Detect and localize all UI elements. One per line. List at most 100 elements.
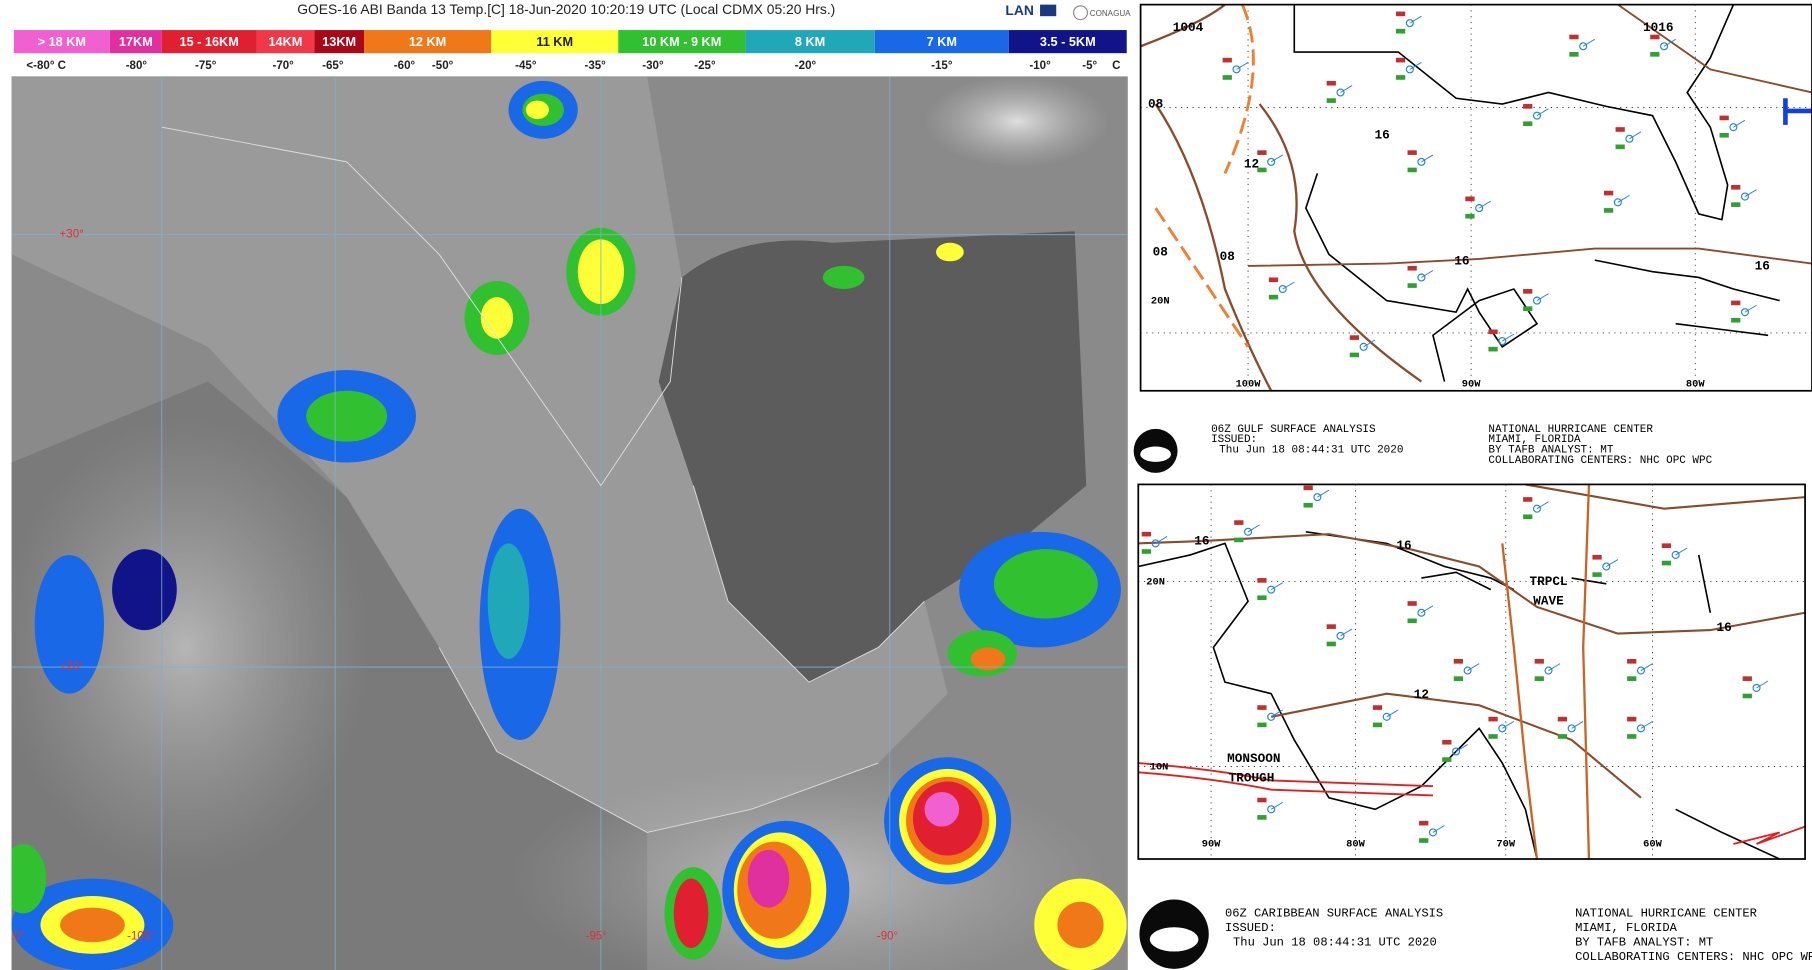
station [1417, 608, 1426, 617]
station-dew [1234, 537, 1244, 543]
map-label: 90W [1462, 379, 1481, 391]
cloud-top [993, 549, 1098, 619]
station-dew [1523, 121, 1533, 127]
caption-text: 06Z CARIBBEAN SURFACE ANALYSIS [1225, 907, 1443, 921]
temp-label: -25° [694, 60, 716, 72]
station [1382, 712, 1391, 721]
scale-label: > 18 KM [38, 34, 86, 49]
station-temp [1523, 104, 1533, 109]
logo-circle [1072, 5, 1089, 21]
wind-barb [1409, 15, 1422, 24]
station-temp [1627, 658, 1637, 664]
front [1154, 4, 1255, 348]
temp-label: C [1112, 60, 1121, 72]
temp-label: -30° [642, 60, 664, 72]
caption-text: ISSUED: [1211, 434, 1257, 446]
station-temp [1627, 716, 1637, 722]
map-label: 20N [1146, 576, 1165, 588]
coastline [1293, 4, 1780, 382]
station-dew [1719, 132, 1729, 138]
map-border [1137, 483, 1806, 860]
station-dew [1442, 757, 1452, 762]
station-temp [1257, 705, 1267, 710]
station-temp [1234, 520, 1244, 525]
station [1498, 724, 1507, 733]
station-dew [1326, 98, 1336, 103]
isobar [1138, 484, 1806, 799]
station-dew [1349, 352, 1359, 358]
wind-barb [1270, 582, 1283, 591]
caption-text: MIAMI, FLORIDA [1575, 921, 1678, 935]
scale-swatch [874, 30, 1009, 54]
cloud-top [112, 549, 177, 631]
station [1636, 666, 1646, 675]
cloud-top [1057, 901, 1104, 949]
cloud-top [480, 297, 514, 339]
cloud-top [936, 242, 964, 262]
station-dew [1557, 734, 1568, 739]
scale-swatch [491, 30, 619, 54]
scale-swatch [1008, 30, 1127, 54]
caption-text: Thu Jun 18 08:44:31 UTC 2020 [1219, 445, 1403, 457]
station [1313, 493, 1322, 502]
map-label: TRPCL [1529, 574, 1567, 589]
station [1636, 724, 1646, 733]
map-label: -90° [877, 931, 898, 943]
caption-text: COLLABORATING CENTERS: NHC OPC WPC [1575, 950, 1812, 964]
station-temp [1407, 265, 1417, 271]
isobar [1248, 4, 1812, 267]
caption-text: 06Z GULF SURFACE ANALYSIS [1211, 424, 1376, 436]
station-dew [1603, 208, 1614, 213]
station-temp [1222, 57, 1232, 63]
station-dew [1372, 722, 1383, 728]
scale-label: 17KM [119, 34, 153, 49]
temp-label: -60° [394, 60, 416, 72]
station [1625, 134, 1634, 143]
station-temp [1557, 716, 1568, 722]
temp-label: -70° [272, 60, 294, 72]
gulf_map-panel: 1004 1016 08 12 16 08 08 16 16 20N 100W 90W 80W [1139, 3, 1812, 392]
station-dew [1268, 294, 1279, 300]
map-label: -105° [127, 931, 155, 943]
caribbean_map-map [1138, 484, 1806, 860]
wind-barb [1478, 200, 1491, 209]
scale-swatch [161, 30, 257, 54]
wind-barb [1236, 62, 1249, 70]
cloud-top [673, 878, 709, 949]
temp-label: <-80° C [26, 60, 66, 72]
scale-label: 7 KM [927, 34, 957, 49]
station-dew [1222, 75, 1232, 80]
station-dew [1488, 346, 1498, 352]
map-label: +20° [60, 661, 84, 673]
map-label: 80W [1346, 839, 1365, 851]
wind-barb [1744, 304, 1757, 313]
wind-barb [1386, 709, 1399, 718]
logo-conagua: CONAGUA [1090, 9, 1131, 18]
station-temp [1615, 127, 1625, 132]
station [1544, 666, 1553, 675]
cloud-top [487, 543, 530, 659]
station-dew [1257, 167, 1267, 173]
cloud-top [822, 265, 865, 290]
temp-label: -35° [584, 60, 606, 72]
wind-barb [1270, 709, 1283, 718]
cloud-bank [11, 416, 370, 879]
wind-barb [1421, 270, 1434, 278]
station-temp [1523, 497, 1533, 502]
cloud-top [747, 849, 790, 908]
wind-barb [1421, 154, 1434, 163]
wind-barb [1536, 108, 1549, 117]
cloud-top [60, 907, 125, 943]
high-marker [1783, 98, 1812, 125]
map-label: TROUGH [1229, 770, 1275, 785]
coastline [161, 126, 925, 833]
caption-text: BY TAFB ANALYST: MT [1575, 935, 1713, 949]
map-label: 90W [1202, 839, 1221, 851]
station-dew [1569, 52, 1579, 57]
station [1475, 204, 1484, 213]
wind-barb [1247, 524, 1260, 533]
map-label: 08 [1153, 244, 1168, 259]
wind-barb [1340, 628, 1353, 637]
temp-label: -45° [515, 60, 537, 72]
map-label: MONSOON [1227, 751, 1280, 766]
